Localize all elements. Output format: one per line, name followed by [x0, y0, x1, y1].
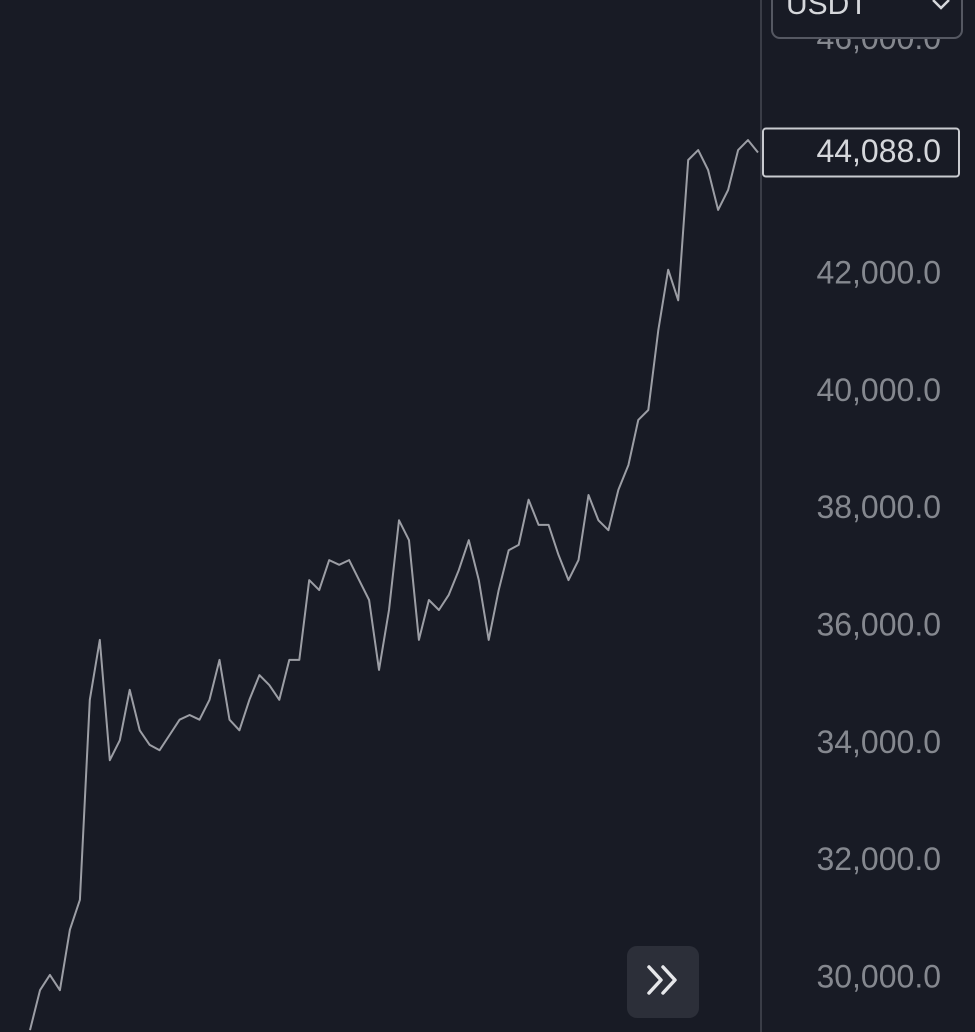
- dropdown-chevron[interactable]: [932, 0, 950, 10]
- currency-selector[interactable]: [771, 0, 963, 39]
- price-line: [29, 139, 759, 1031]
- current-price-label: 44,088.0: [816, 133, 941, 169]
- y-tick-label: 30,000.0: [816, 958, 941, 994]
- y-tick-label: 38,000.0: [816, 489, 941, 525]
- y-tick-label: 36,000.0: [816, 606, 941, 642]
- double-chevron-icon: [647, 965, 677, 995]
- y-axis: 30,000.0 32,000.0 34,000.0 36,000.0 38,000.0…: [816, 20, 941, 995]
- currency-label[interactable]: USDT: [786, 0, 868, 21]
- plot-area: [29, 139, 759, 1031]
- scroll-to-latest-button[interactable]: [627, 946, 699, 1018]
- y-tick-label: 34,000.0: [816, 724, 941, 760]
- y-tick-label: 42,000.0: [816, 254, 941, 290]
- y-tick-label: 40,000.0: [816, 372, 941, 408]
- current-price-box: [762, 127, 960, 178]
- y-tick-label: 32,000.0: [816, 841, 941, 877]
